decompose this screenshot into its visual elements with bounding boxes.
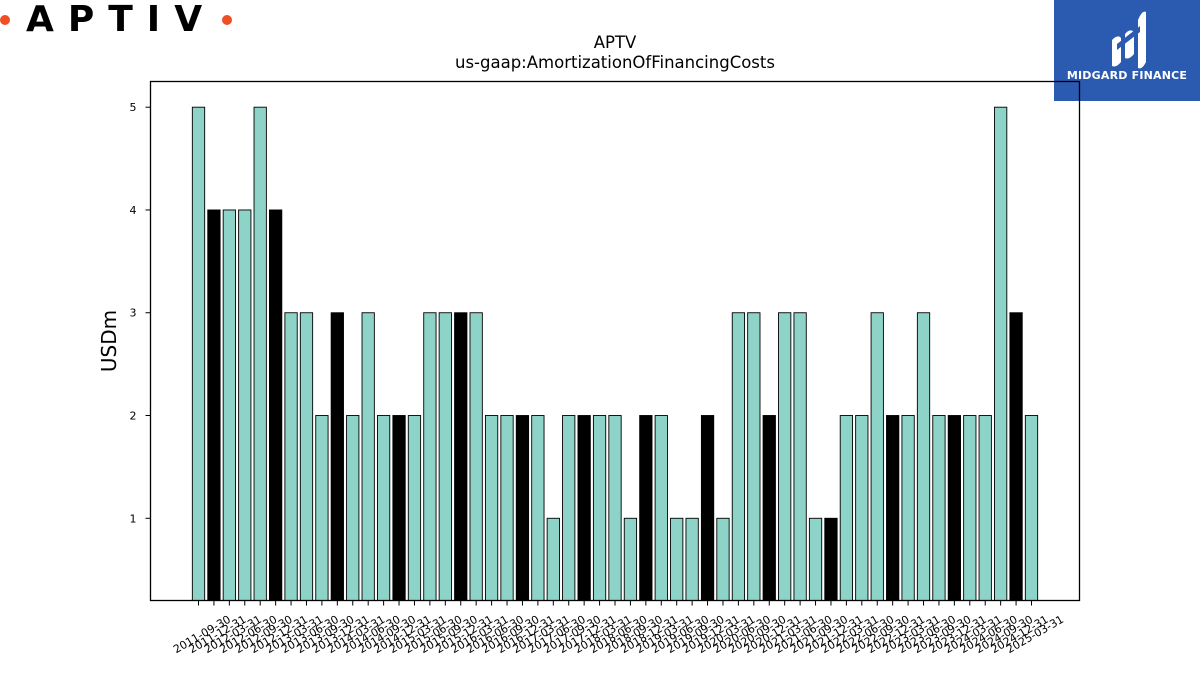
bar-2025-03-31 <box>1024 415 1039 601</box>
bar-2017-12-31 <box>577 415 591 601</box>
y-axis: 1 2 3 4 5 <box>130 101 151 525</box>
bar-2024-03-31 <box>963 415 977 601</box>
brand-badge: MIDGARD FINANCE <box>1054 0 1200 101</box>
bar-2017-06-30 <box>546 517 560 601</box>
bar-2013-12-31 <box>330 312 344 601</box>
bar-2018-03-31 <box>592 415 607 601</box>
bar-2014-06-30 <box>361 312 375 601</box>
bar-2018-09-30 <box>623 517 638 601</box>
bar-2024-06-30 <box>978 415 992 601</box>
bar-2012-06-30 <box>238 209 252 601</box>
bar-2012-03-31 <box>222 209 236 601</box>
logo-dot-left <box>0 15 10 25</box>
y-axis-label: USDm <box>97 310 121 372</box>
bar-2018-12-31 <box>639 415 653 601</box>
y-tick-label: 5 <box>130 101 137 114</box>
bar-2016-09-30 <box>500 415 514 601</box>
x-axis: 2011-09-302011-12-312012-03-312012-06-30… <box>171 600 1066 656</box>
chart-subtitle: us-gaap:AmortizationOfFinancingCosts <box>455 53 775 72</box>
bar-2014-12-31 <box>392 415 406 601</box>
bar-2023-12-31 <box>947 415 961 601</box>
chart-title: APTV <box>594 33 637 52</box>
bar-2020-12-31 <box>762 415 776 601</box>
bars-group <box>191 106 1039 601</box>
company-logo: APTIV <box>0 0 233 40</box>
bar-2022-06-30 <box>855 415 869 601</box>
bar-2019-09-30 <box>685 517 699 601</box>
logo-dot-right <box>222 15 233 25</box>
bar-2015-03-31 <box>407 415 422 601</box>
bar-2021-03-31 <box>778 312 792 601</box>
bar-2017-09-30 <box>562 415 576 601</box>
bar-2016-03-31 <box>469 312 483 601</box>
bar-2021-12-31 <box>824 517 838 601</box>
bar-2014-03-31 <box>346 415 360 601</box>
y-tick-label: 2 <box>130 410 137 423</box>
y-tick-label: 3 <box>130 307 137 320</box>
bar-2013-03-31 <box>284 312 298 601</box>
brand-name: MIDGARD FINANCE <box>1066 69 1188 82</box>
bar-2018-06-30 <box>608 415 622 601</box>
bar-2017-03-31 <box>531 415 545 601</box>
bar-2022-03-31 <box>839 415 854 601</box>
bar-2021-09-30 <box>808 517 823 601</box>
bar-2015-09-30 <box>438 312 452 601</box>
bar-2019-06-30 <box>670 517 684 601</box>
logo-wordmark: APTIV <box>26 0 217 40</box>
bar-2022-09-30 <box>870 312 884 601</box>
bar-2019-12-31 <box>700 415 715 601</box>
bar-2024-12-31 <box>1009 312 1023 601</box>
bar-2020-06-30 <box>731 312 746 601</box>
brand-mark-icon <box>1112 11 1146 69</box>
bar-2022-12-31 <box>886 415 900 601</box>
bar-2016-06-30 <box>484 415 499 601</box>
bar-2013-09-30 <box>315 415 329 601</box>
bar-2011-12-31 <box>207 209 221 601</box>
bar-2020-09-30 <box>747 312 761 601</box>
bar-2015-12-31 <box>454 312 468 601</box>
bar-2023-03-31 <box>901 415 915 601</box>
bar-2013-06-30 <box>299 312 314 601</box>
bar-2016-12-31 <box>515 415 530 601</box>
bar-2024-09-30 <box>994 106 1008 601</box>
bar-2020-03-31 <box>716 517 730 601</box>
bar-2011-09-30 <box>191 106 206 601</box>
bar-2012-12-31 <box>269 209 283 601</box>
plot-frame <box>149 80 1081 602</box>
y-tick-label: 1 <box>130 512 137 525</box>
bar-2023-06-30 <box>916 312 931 601</box>
bar-2023-09-30 <box>932 415 946 601</box>
bar-2021-06-30 <box>793 312 807 601</box>
bar-2012-09-30 <box>253 106 267 601</box>
y-tick-label: 4 <box>130 204 137 217</box>
bar-2015-06-30 <box>423 312 437 601</box>
bar-2014-09-30 <box>376 415 391 601</box>
bar-2019-03-31 <box>654 415 668 601</box>
